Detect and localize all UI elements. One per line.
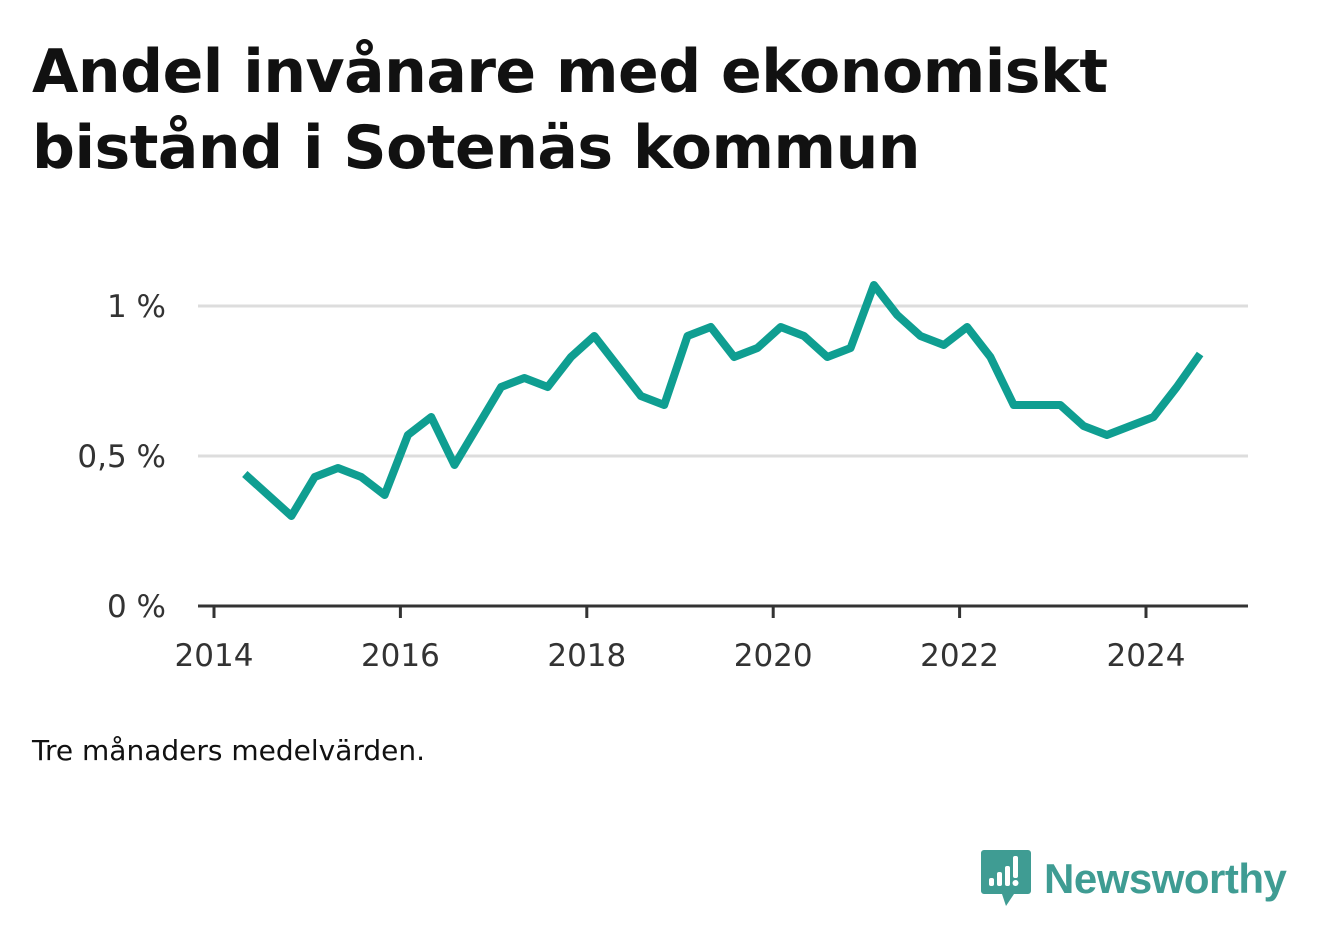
x-tick-label: 2014 — [175, 638, 254, 674]
y-tick-label: 1 % — [107, 289, 166, 325]
grid-lines — [198, 304, 1248, 458]
x-tick-label: 2022 — [920, 638, 999, 674]
x-tick-label: 2018 — [547, 638, 626, 674]
y-tick-label: 0 % — [107, 589, 166, 625]
y-tick-label: 0,5 % — [77, 439, 166, 475]
brand-logo[interactable]: Newsworthy — [980, 848, 1287, 910]
series-line — [242, 281, 1204, 520]
x-tick-label: 2016 — [361, 638, 440, 674]
brand-name: Newsworthy — [1044, 855, 1287, 902]
newsworthy-logo-icon — [981, 850, 1031, 906]
x-tick-label: 2024 — [1107, 638, 1186, 674]
x-axis — [198, 604, 1248, 618]
chart-title: Andel invånare med ekonomiskt bistånd i … — [32, 37, 1108, 183]
y-axis-labels: 0 % 0,5 % 1 % — [77, 289, 166, 625]
chart-note: Tre månaders medelvärden. — [32, 734, 426, 767]
x-axis-labels: 2014 2016 2018 2020 2022 2024 — [175, 638, 1186, 674]
line-chart: 0 % 0,5 % 1 % 2014 2016 2018 2020 2022 2024 — [77, 281, 1248, 674]
series-layer — [242, 281, 1204, 520]
x-tick-label: 2020 — [734, 638, 813, 674]
